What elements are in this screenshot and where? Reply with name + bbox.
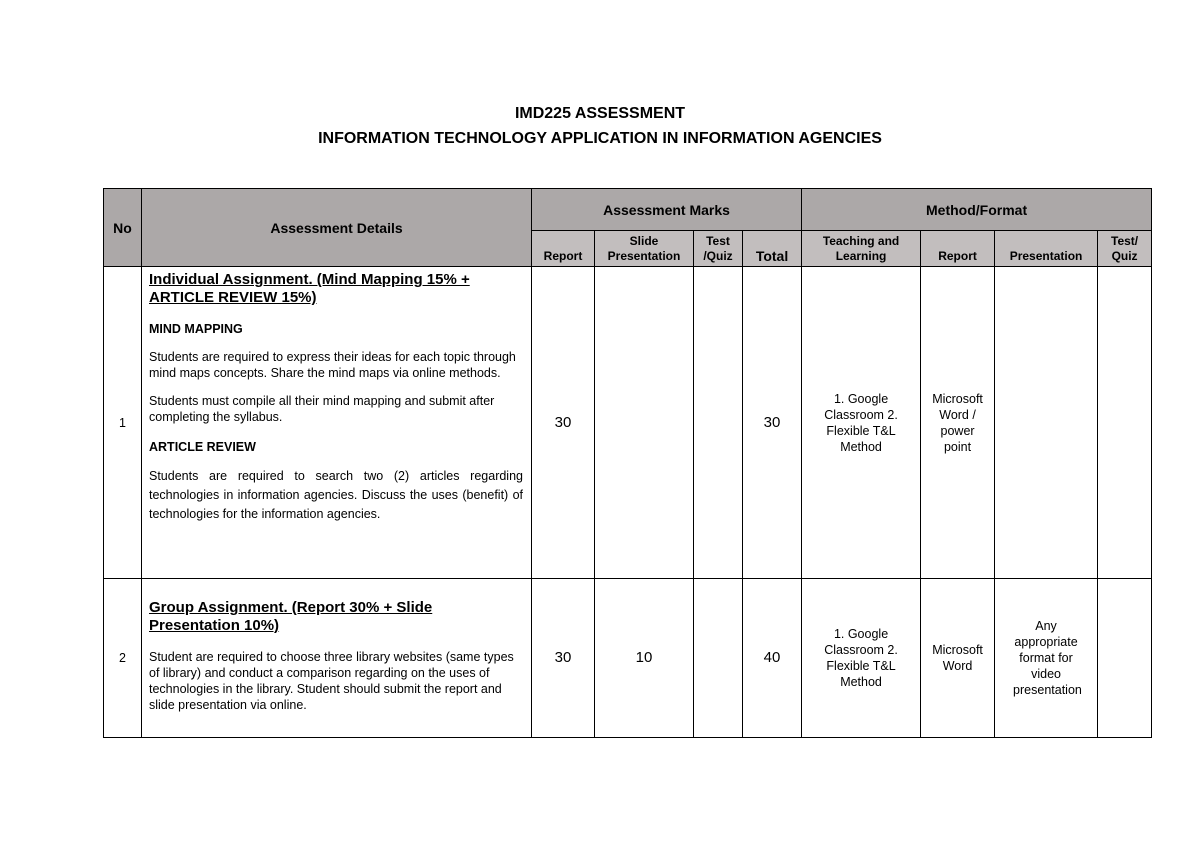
marks-test	[693, 266, 743, 579]
header-total: Total	[741, 230, 803, 267]
paragraph: Students are required to express their i…	[149, 350, 516, 380]
header-no: No	[103, 188, 142, 267]
marks-test	[693, 578, 743, 738]
method-test	[1097, 266, 1153, 579]
header-marks: Assessment Marks	[530, 188, 803, 231]
section-heading: MIND MAPPING	[149, 322, 243, 336]
paragraph: Students must compile all their mind map…	[149, 394, 495, 424]
header-presentation: Presentation	[994, 230, 1099, 267]
header-test: Test /Quiz	[693, 230, 743, 267]
paragraph: Students are required to search two (2) …	[149, 469, 523, 521]
header-teaching: Teaching and Learning	[801, 230, 922, 267]
marks-slide: 10	[594, 578, 694, 738]
header-method: Method/Format	[801, 188, 1153, 231]
row-no: 2	[103, 578, 142, 738]
header-method-test: Test/ Quiz	[1097, 230, 1153, 267]
assessment-table: No Assessment Details Assessment Marks M…	[103, 188, 1153, 738]
method-report: Microsoft Word / power point	[920, 266, 996, 579]
marks-total: 40	[741, 578, 803, 738]
marks-report: 30	[531, 578, 595, 738]
row-details: Individual Assignment. (Mind Mapping 15%…	[141, 266, 532, 579]
header-report: Report	[531, 230, 595, 267]
header-method-report: Report	[920, 230, 996, 267]
table-row: 1 Individual Assignment. (Mind Mapping 1…	[103, 266, 1153, 579]
section-heading: ARTICLE REVIEW	[149, 440, 256, 454]
document-title: IMD225 ASSESSMENT	[514, 105, 686, 122]
method-teaching: 1. Google Classroom 2. Flexible T&L Meth…	[801, 578, 922, 738]
marks-report: 30	[531, 266, 595, 579]
header-slide: Slide Presentation	[594, 230, 694, 267]
row-heading: Group Assignment. (Report 30% + Slide Pr…	[149, 599, 433, 634]
marks-slide	[594, 266, 694, 579]
method-report: Microsoft Word	[920, 578, 996, 738]
method-test	[1097, 578, 1153, 738]
marks-total: 30	[741, 266, 803, 579]
table-row: 2 Group Assignment. (Report 30% + Slide …	[103, 578, 1153, 738]
header-details: Assessment Details	[141, 188, 532, 267]
method-teaching: 1. Google Classroom 2. Flexible T&L Meth…	[801, 266, 922, 579]
document-subtitle: INFORMATION TECHNOLOGY APPLICATION IN IN…	[318, 130, 882, 147]
row-heading: Individual Assignment. (Mind Mapping 15%…	[149, 271, 470, 306]
row-details: Group Assignment. (Report 30% + Slide Pr…	[141, 578, 532, 738]
paragraph: Student are required to choose three lib…	[149, 650, 514, 712]
row-no: 1	[103, 266, 142, 579]
method-presentation	[994, 266, 1099, 579]
method-presentation: Any appropriate format for video present…	[994, 578, 1099, 738]
